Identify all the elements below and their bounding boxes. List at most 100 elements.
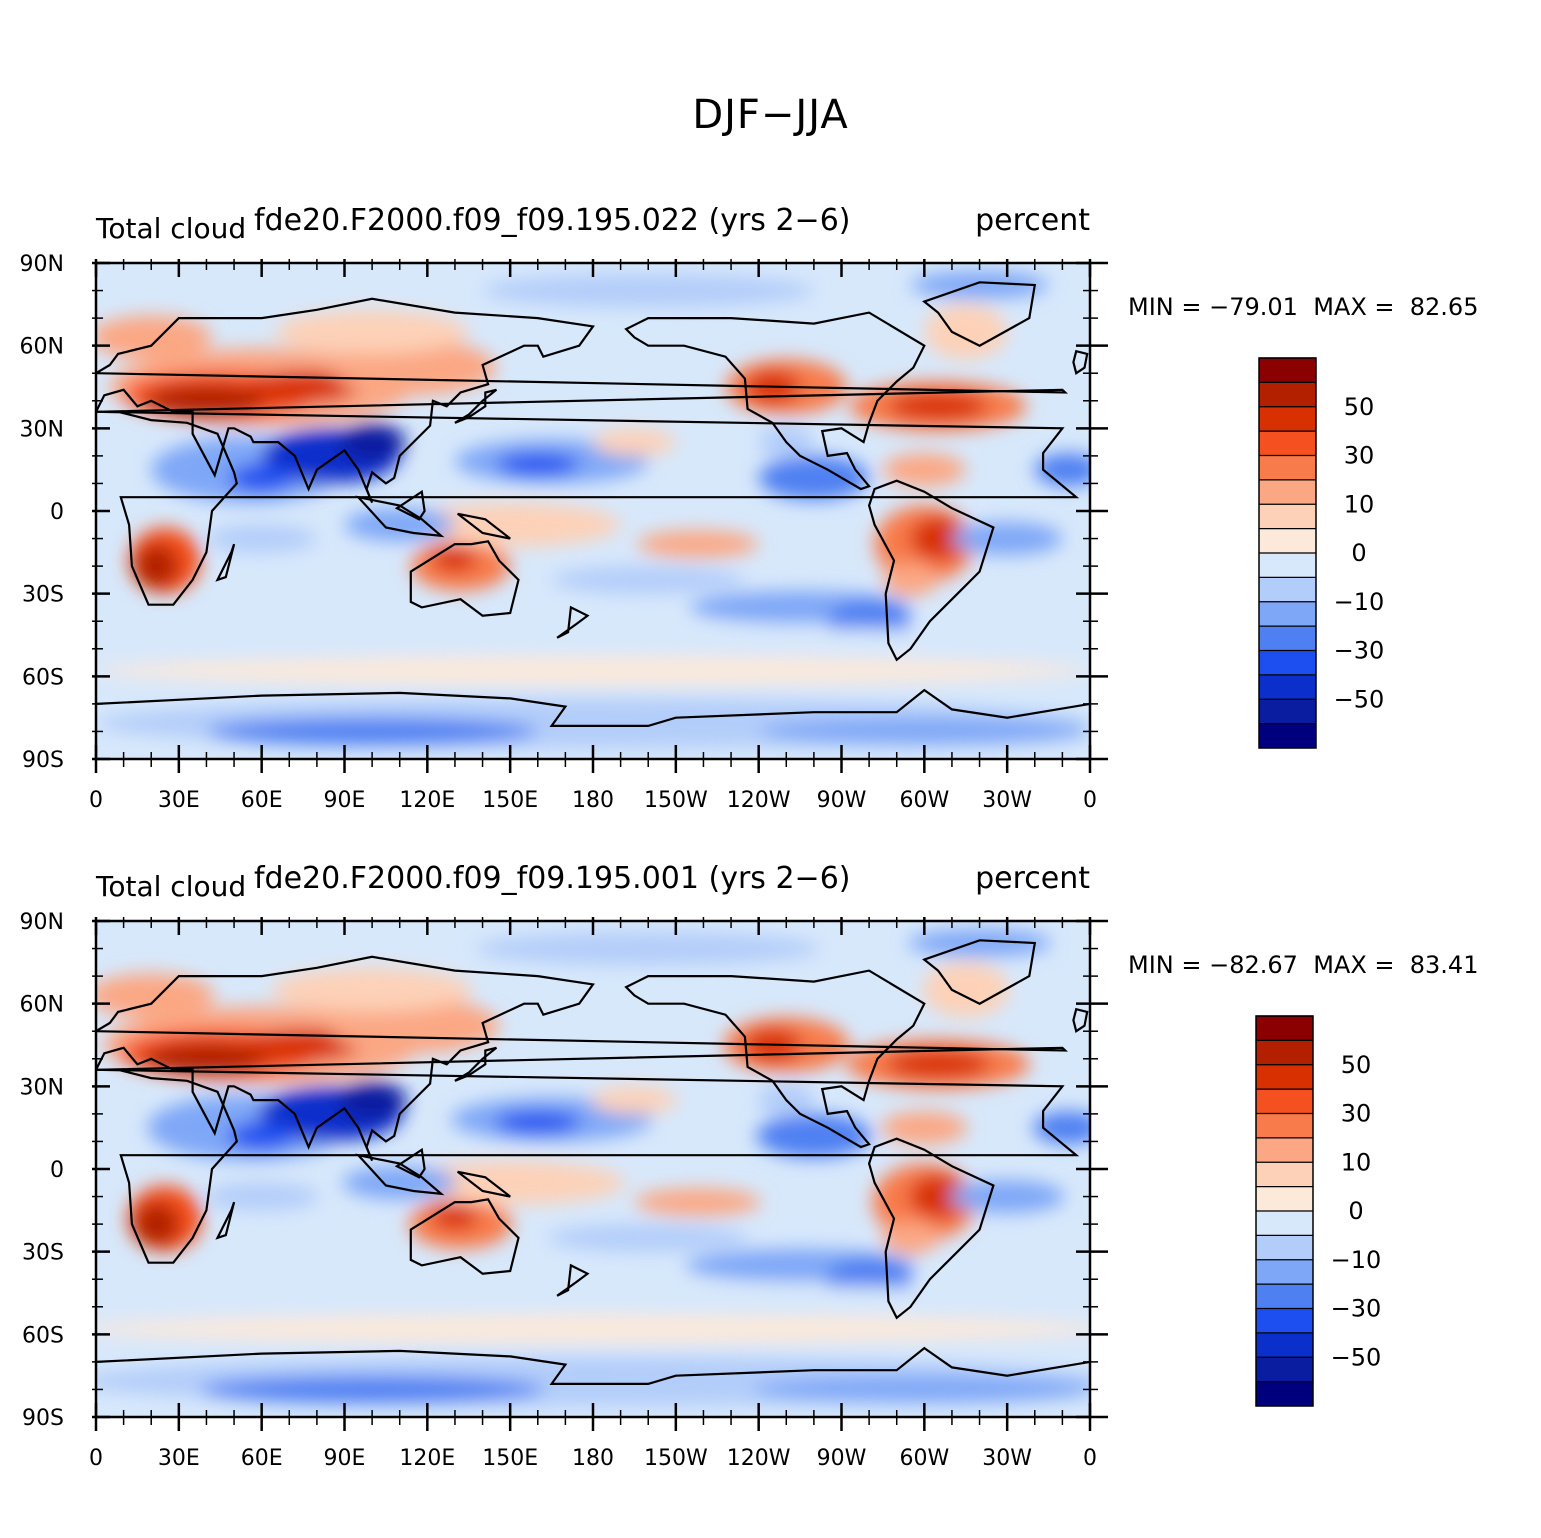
coastline xyxy=(215,543,236,582)
anomaly-patch xyxy=(206,717,538,746)
colorbar: 50 30 10 0 −10 −30 −50 xyxy=(1258,357,1384,749)
lat-tick-label: 60N xyxy=(20,993,64,1018)
colorbar-swatch xyxy=(1256,1381,1313,1407)
lon-tick-label: 120W xyxy=(727,788,791,813)
coastline xyxy=(454,388,498,424)
lon-tick-label: 30W xyxy=(982,1446,1032,1471)
lat-tick-label: 90S xyxy=(22,748,64,773)
lat-tick-label: 60S xyxy=(22,1323,64,1348)
anomaly-patch xyxy=(1034,453,1090,487)
anomaly-patch xyxy=(1033,1111,1090,1145)
coastline xyxy=(624,969,926,1149)
lon-tick-label: 150W xyxy=(644,788,708,813)
lat-tick-label: 60N xyxy=(20,335,64,360)
lon-tick-label: 60W xyxy=(899,788,949,813)
anomaly-patch xyxy=(637,530,759,558)
anomaly-patch xyxy=(482,274,814,308)
colorbar-swatch xyxy=(1259,406,1316,432)
lon-tick-label: 120W xyxy=(727,1446,791,1471)
anomaly-patch xyxy=(634,1188,762,1216)
colorbar-swatch xyxy=(1256,1064,1313,1090)
colorbar-label: 0 xyxy=(1351,539,1366,567)
colorbar: 50 30 10 0 −10 −30 −50 xyxy=(1255,1015,1382,1407)
colorbar-swatch xyxy=(1256,1235,1313,1261)
lat-tick-label: 90N xyxy=(20,252,64,277)
coastline xyxy=(96,688,1090,727)
lon-tick-label: 60E xyxy=(241,1446,283,1471)
lon-tick-label: 90E xyxy=(324,1446,366,1471)
colorbar-frame xyxy=(1255,1015,1314,1407)
coastline xyxy=(922,281,1037,347)
anomaly-patch xyxy=(756,1113,872,1158)
colorbar-swatch xyxy=(1259,479,1316,505)
lat-tick-label: 60S xyxy=(22,665,64,690)
anomaly-patch xyxy=(909,1174,967,1219)
colorbar-swatch xyxy=(1256,1162,1313,1188)
anomaly-patch xyxy=(593,428,676,456)
colorbar-swatch xyxy=(1256,1113,1313,1139)
coastline xyxy=(409,540,520,617)
map-svg: Total cloud fde20.F2000.f09_f09.195.022 (… xyxy=(20,203,1385,813)
anomaly-patch xyxy=(949,1180,1065,1214)
colorbar-label: 30 xyxy=(1341,1100,1372,1128)
colorbar-swatch xyxy=(1256,1137,1313,1163)
colorbar-swatch xyxy=(1256,1016,1313,1041)
lat-tick-label: 30S xyxy=(22,1241,64,1266)
min-value: MIN = −79.01 xyxy=(1128,293,1298,321)
lon-tick-label: 90W xyxy=(817,788,867,813)
anomaly-patch xyxy=(591,1086,678,1114)
anomaly-patch xyxy=(199,1375,545,1404)
colorbar-label: 0 xyxy=(1348,1197,1363,1225)
coastlines xyxy=(96,939,1090,1385)
colorbar-swatch xyxy=(1259,650,1316,676)
anomaly-patch xyxy=(96,1315,1090,1343)
units-label: percent xyxy=(975,203,1090,238)
anomaly-patch xyxy=(327,998,500,1054)
coastline xyxy=(96,1346,1090,1385)
colorbar-swatch xyxy=(1259,431,1316,457)
lon-tick-label: 90W xyxy=(817,1446,867,1471)
anomaly-patch xyxy=(882,563,939,597)
coastline xyxy=(867,479,995,662)
anomaly-patch xyxy=(907,929,1052,957)
anomaly-patch xyxy=(431,1202,478,1230)
map-panel-top: Total cloud fde20.F2000.f09_f09.195.022 (… xyxy=(0,200,1541,858)
coastline xyxy=(624,311,926,491)
anomaly-patch xyxy=(133,1202,180,1247)
min-max-label: MIN = −82.67 MAX = 83.41 xyxy=(1128,951,1478,979)
lon-tick-label: 120E xyxy=(399,788,455,813)
coastline xyxy=(1072,1007,1089,1033)
colorbar-label: 10 xyxy=(1344,490,1375,518)
anomaly-patch xyxy=(96,973,215,1018)
anomaly-patch xyxy=(952,522,1063,556)
colorbar-label: 50 xyxy=(1344,393,1375,421)
lon-tick-label: 30W xyxy=(982,788,1032,813)
colorbar-swatch xyxy=(1256,1284,1313,1310)
anomaly-patch xyxy=(339,422,406,462)
lon-tick-label: 180 xyxy=(572,788,614,813)
coastline xyxy=(409,1198,520,1275)
lat-tick-label: 30S xyxy=(22,583,64,608)
lon-tick-label: 0 xyxy=(1083,1446,1097,1471)
lon-tick-label: 30E xyxy=(158,788,200,813)
anomaly-patch xyxy=(910,516,966,561)
anomaly-patch xyxy=(206,524,317,553)
coastline xyxy=(556,1263,590,1297)
anomaly-patch xyxy=(922,962,1009,1018)
coastlines xyxy=(96,281,1090,727)
anomaly-patch xyxy=(227,1122,297,1150)
lon-tick-label: 60W xyxy=(899,1446,949,1471)
coastline xyxy=(556,605,590,639)
anomaly-patch xyxy=(275,309,469,354)
field-name-label: Total cloud xyxy=(95,870,246,903)
case-name-label: fde20.F2000.f09_f09.195.001 (yrs 2−6) xyxy=(254,861,850,896)
anomaly-patch xyxy=(924,304,1008,360)
colorbar-swatch xyxy=(1259,723,1316,749)
anomaly-patch xyxy=(395,1160,626,1205)
lon-tick-label: 30E xyxy=(158,1446,200,1471)
colorbar-label: −30 xyxy=(1331,1295,1382,1323)
anomaly-patch xyxy=(96,657,1090,685)
colorbar-swatch xyxy=(1259,382,1316,408)
colorbar-swatch xyxy=(1256,1211,1313,1236)
anomaly-patch xyxy=(96,1284,1090,1313)
